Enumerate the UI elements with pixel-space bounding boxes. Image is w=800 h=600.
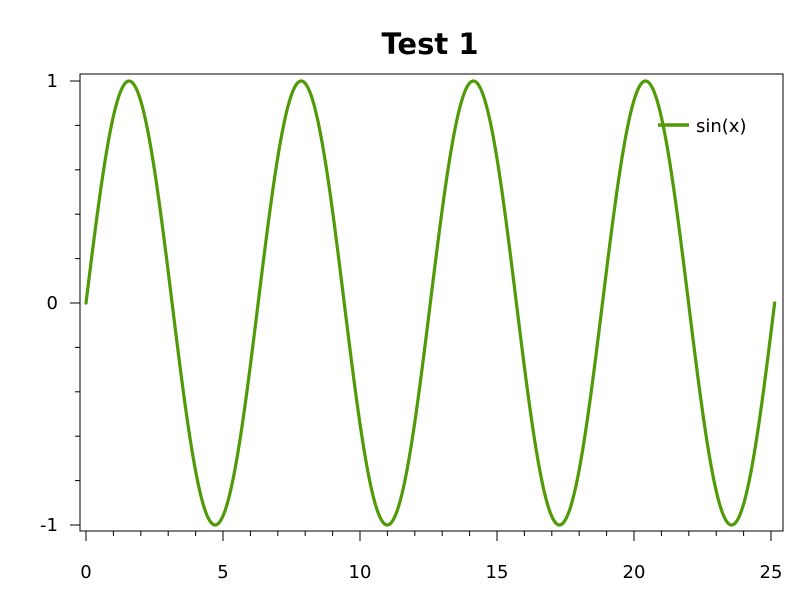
x-tick-label: 25 (760, 562, 783, 583)
y-tick-label: 1 (47, 71, 58, 92)
y-axis: -1 0 1 (40, 71, 80, 536)
y-tick-label: 0 (47, 293, 58, 314)
series-layer (84, 79, 777, 527)
legend-label-sin: sin(x) (696, 116, 746, 137)
x-tick-label: 10 (349, 562, 372, 583)
chart-title: Test 1 (382, 27, 479, 61)
x-tick-label: 20 (623, 562, 646, 583)
x-tick-label: 0 (80, 562, 91, 583)
y-tick-label: -1 (40, 515, 58, 536)
x-tick-label: 15 (486, 562, 509, 583)
series-line-0 (84, 79, 777, 527)
legend: sin(x) (658, 116, 746, 137)
x-tick-label: 5 (217, 562, 228, 583)
x-axis: 0 5 10 15 20 25 (80, 531, 782, 583)
